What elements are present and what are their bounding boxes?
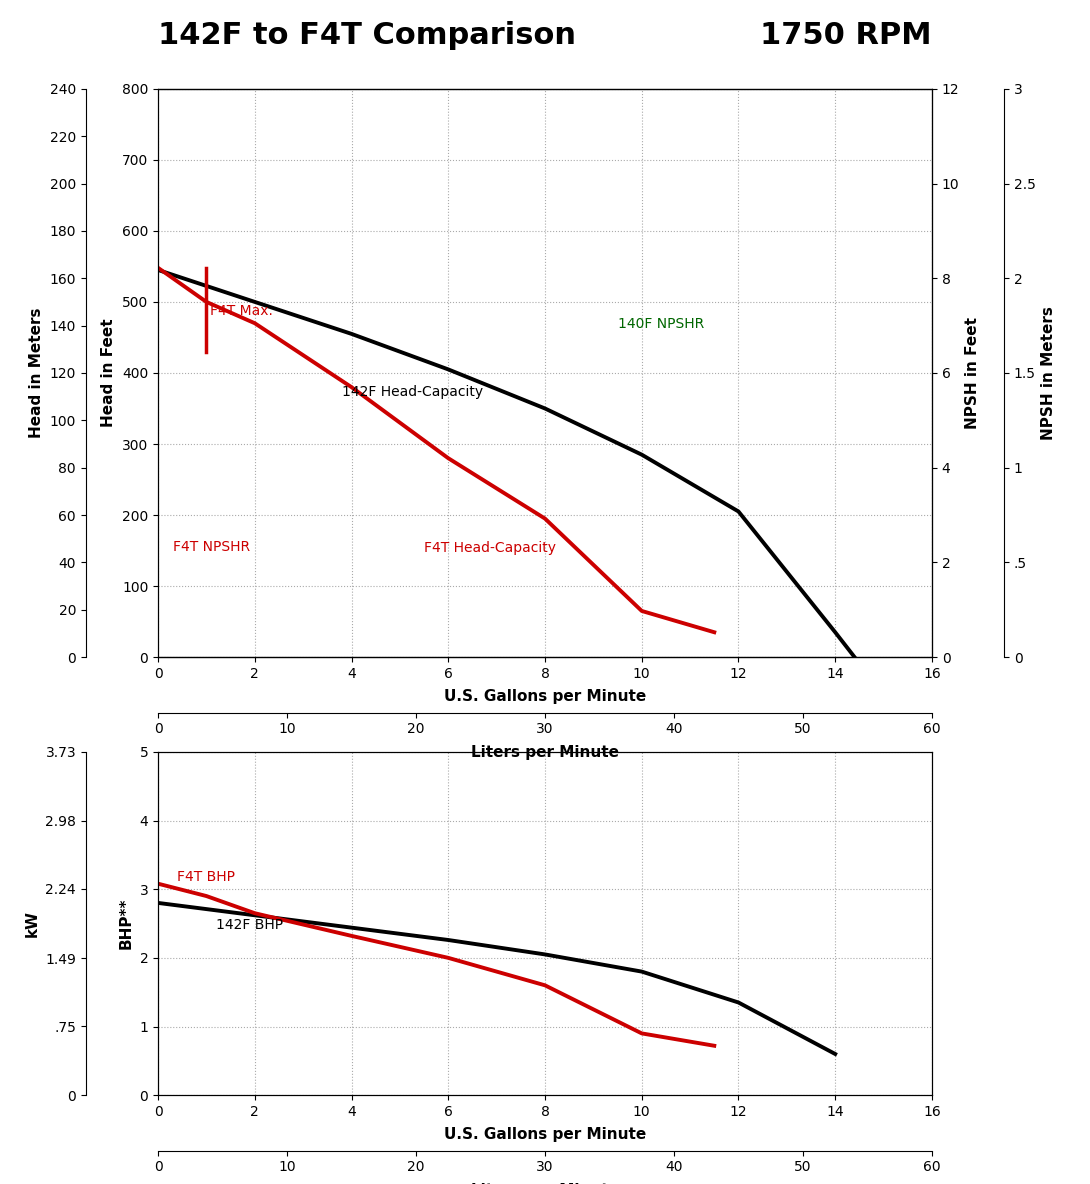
- Text: F4T Max.: F4T Max.: [210, 304, 274, 317]
- X-axis label: U.S. Gallons per Minute: U.S. Gallons per Minute: [444, 689, 646, 704]
- Text: 142F Head-Capacity: 142F Head-Capacity: [342, 385, 483, 399]
- Text: 1750 RPM: 1750 RPM: [761, 21, 932, 50]
- Text: 142F BHP: 142F BHP: [216, 918, 283, 932]
- Text: F4T Head-Capacity: F4T Head-Capacity: [424, 541, 556, 555]
- X-axis label: Liters per Minute: Liters per Minute: [471, 745, 619, 760]
- Y-axis label: kW: kW: [25, 910, 39, 937]
- Text: 142F to F4T Comparison: 142F to F4T Comparison: [158, 21, 576, 50]
- Y-axis label: NPSH in Feet: NPSH in Feet: [965, 317, 980, 429]
- Text: F4T BHP: F4T BHP: [178, 870, 235, 884]
- Y-axis label: NPSH in Meters: NPSH in Meters: [1041, 305, 1056, 440]
- Text: F4T NPSHR: F4T NPSHR: [172, 540, 250, 554]
- X-axis label: Liters per Minute: Liters per Minute: [471, 1183, 619, 1184]
- Y-axis label: Head in Meters: Head in Meters: [29, 308, 44, 438]
- Y-axis label: Head in Feet: Head in Feet: [101, 318, 117, 427]
- Text: 140F NPSHR: 140F NPSHR: [618, 317, 704, 332]
- Y-axis label: BHP**: BHP**: [119, 897, 134, 950]
- X-axis label: U.S. Gallons per Minute: U.S. Gallons per Minute: [444, 1127, 646, 1143]
